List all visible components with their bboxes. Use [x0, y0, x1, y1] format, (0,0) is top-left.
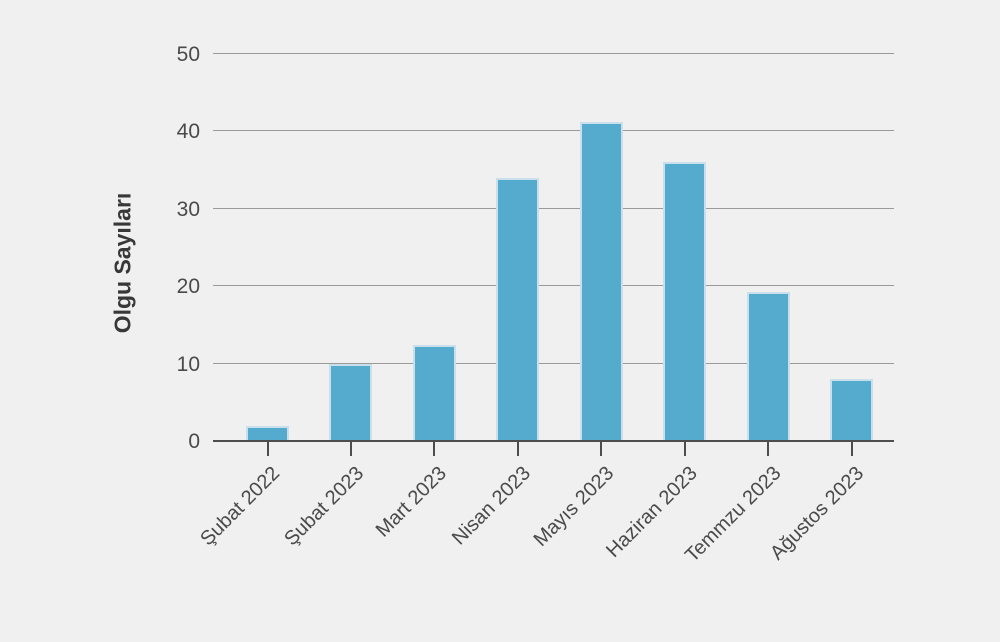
- y-tick-label-50: 50: [176, 43, 200, 66]
- gridline-y-10: [213, 362, 894, 364]
- y-axis-title: Olgu Sayıları: [109, 192, 136, 334]
- x-tick-mark-3: [516, 442, 519, 456]
- bar-Mayıs 2023: [579, 122, 623, 441]
- x-tick-label-2: Mart 2023: [372, 462, 452, 542]
- x-tick-label-4: Mayıs 2023: [529, 462, 619, 551]
- plot-area: [213, 53, 894, 456]
- bar-Nisan 2023: [496, 177, 540, 441]
- x-axis-line: [213, 440, 894, 442]
- x-tick-mark-2: [433, 442, 436, 456]
- gridline-y-40: [213, 130, 894, 132]
- x-tick-mark-4: [600, 442, 603, 456]
- gridline-y-20: [213, 285, 894, 287]
- x-tick-mark-7: [850, 442, 853, 456]
- x-tick-label-1: Şubat 2023: [279, 462, 368, 551]
- bar-Mart 2023: [412, 345, 456, 441]
- bar-Temmzu 2023: [746, 292, 790, 441]
- gridline-y-30: [213, 207, 894, 209]
- x-tick-mark-5: [683, 442, 686, 456]
- y-tick-label-40: 40: [176, 120, 200, 144]
- bar-Şubat 2023: [329, 363, 373, 441]
- x-tick-label-3: Nisan 2023: [447, 462, 535, 550]
- y-tick-label-30: 30: [176, 197, 200, 221]
- gridline-y-50: [213, 53, 894, 54]
- x-tick-mark-6: [767, 442, 770, 456]
- bar-Şubat 2022: [246, 425, 289, 441]
- bar-Haziran 2023: [663, 162, 707, 441]
- y-tick-label-20: 20: [176, 275, 200, 299]
- y-tick-label-0: 0: [188, 430, 200, 453]
- x-tick-mark-1: [349, 442, 352, 456]
- x-tick-label-0: Şubat 2022: [196, 462, 285, 551]
- x-tick-mark-0: [266, 442, 269, 456]
- y-tick-label-10: 10: [176, 352, 200, 376]
- bar-Ağustos 2023: [830, 379, 874, 441]
